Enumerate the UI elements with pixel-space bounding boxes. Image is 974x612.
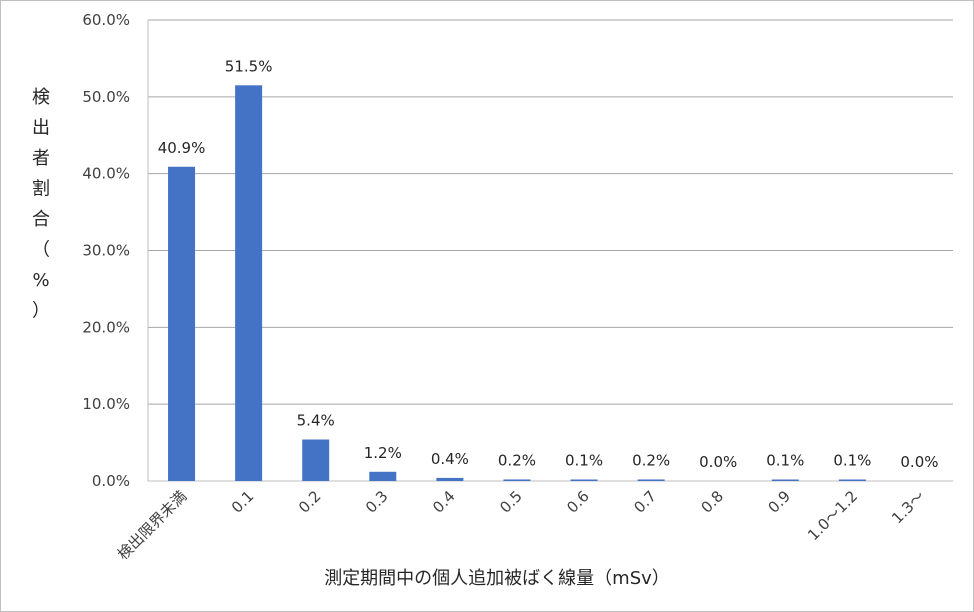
data-label: 0.1% bbox=[766, 452, 804, 470]
y-tick-label: 30.0% bbox=[82, 242, 130, 260]
data-label: 5.4% bbox=[297, 412, 335, 430]
bar bbox=[838, 479, 866, 481]
y-tick-label: 20.0% bbox=[82, 318, 130, 336]
x-tick-label: 0.7 bbox=[630, 487, 660, 517]
x-axis-title: 測定期間中の個人追加被ばく線量（mSv） bbox=[324, 568, 670, 589]
y-axis-title-char: （ bbox=[32, 240, 50, 261]
data-label: 0.2% bbox=[498, 451, 536, 469]
x-tick-label: 0.4 bbox=[429, 487, 459, 517]
x-tick-label: 0.1 bbox=[228, 487, 258, 517]
data-label: 40.9% bbox=[158, 139, 206, 157]
bar bbox=[570, 479, 598, 481]
x-tick-label: 1.3～ bbox=[888, 487, 928, 527]
data-label: 51.5% bbox=[225, 57, 273, 75]
bar bbox=[771, 479, 799, 481]
y-tick-label: 50.0% bbox=[82, 88, 130, 106]
x-tick-label: 検出限界未満 bbox=[114, 487, 190, 563]
x-tick-label: 0.2 bbox=[295, 487, 325, 517]
x-tick-label: 0.3 bbox=[362, 487, 392, 517]
y-axis-title-char: % bbox=[32, 270, 49, 291]
bar bbox=[168, 166, 196, 482]
x-tick-label: 0.9 bbox=[765, 487, 795, 517]
data-label: 0.0% bbox=[900, 453, 938, 471]
y-axis-title-char: 割 bbox=[32, 179, 50, 200]
x-tick-label: 0.8 bbox=[697, 487, 727, 517]
y-tick-label: 60.0% bbox=[82, 11, 130, 29]
y-axis-title-char: ） bbox=[32, 301, 50, 322]
data-label: 0.2% bbox=[632, 451, 670, 469]
bar-series bbox=[168, 85, 866, 482]
bar bbox=[637, 479, 665, 481]
data-label: 0.4% bbox=[431, 450, 469, 468]
y-axis-title-char: 出 bbox=[32, 118, 50, 139]
x-axis-tick-labels: 検出限界未満 0.1 0.2 0.3 0.4 0.5 0.6 0.7 0.8 0.9 1.0～1.2… bbox=[114, 487, 928, 563]
x-tick-label: 0.5 bbox=[496, 487, 526, 517]
y-tick-label: 0.0% bbox=[92, 472, 130, 490]
y-axis-title-char: 検 bbox=[32, 87, 50, 108]
bar bbox=[302, 439, 330, 481]
y-tick-label: 40.0% bbox=[82, 165, 130, 183]
data-label: 0.1% bbox=[833, 452, 871, 470]
data-label: 0.1% bbox=[565, 452, 603, 470]
data-labels: 40.9% 51.5% 5.4% 1.2% 0.4% 0.2% 0.1% 0.2% 0.0% 0.… bbox=[158, 57, 939, 471]
data-label: 0.0% bbox=[699, 453, 737, 471]
x-tick-label: 1.0～1.2 bbox=[804, 487, 861, 544]
y-axis-title-char: 合 bbox=[32, 209, 50, 230]
bar bbox=[369, 471, 397, 481]
y-tick-label: 10.0% bbox=[82, 395, 130, 413]
bar bbox=[235, 85, 263, 481]
bar bbox=[436, 477, 464, 481]
x-tick-label: 0.6 bbox=[563, 487, 593, 517]
y-axis-tick-labels: 0.0% 10.0% 20.0% 30.0% 40.0% 50.0% 60.0% bbox=[82, 11, 130, 490]
data-label: 1.2% bbox=[364, 444, 402, 462]
bar bbox=[503, 479, 531, 481]
gridlines bbox=[147, 19, 953, 482]
y-axis-title-char: 者 bbox=[32, 148, 50, 169]
